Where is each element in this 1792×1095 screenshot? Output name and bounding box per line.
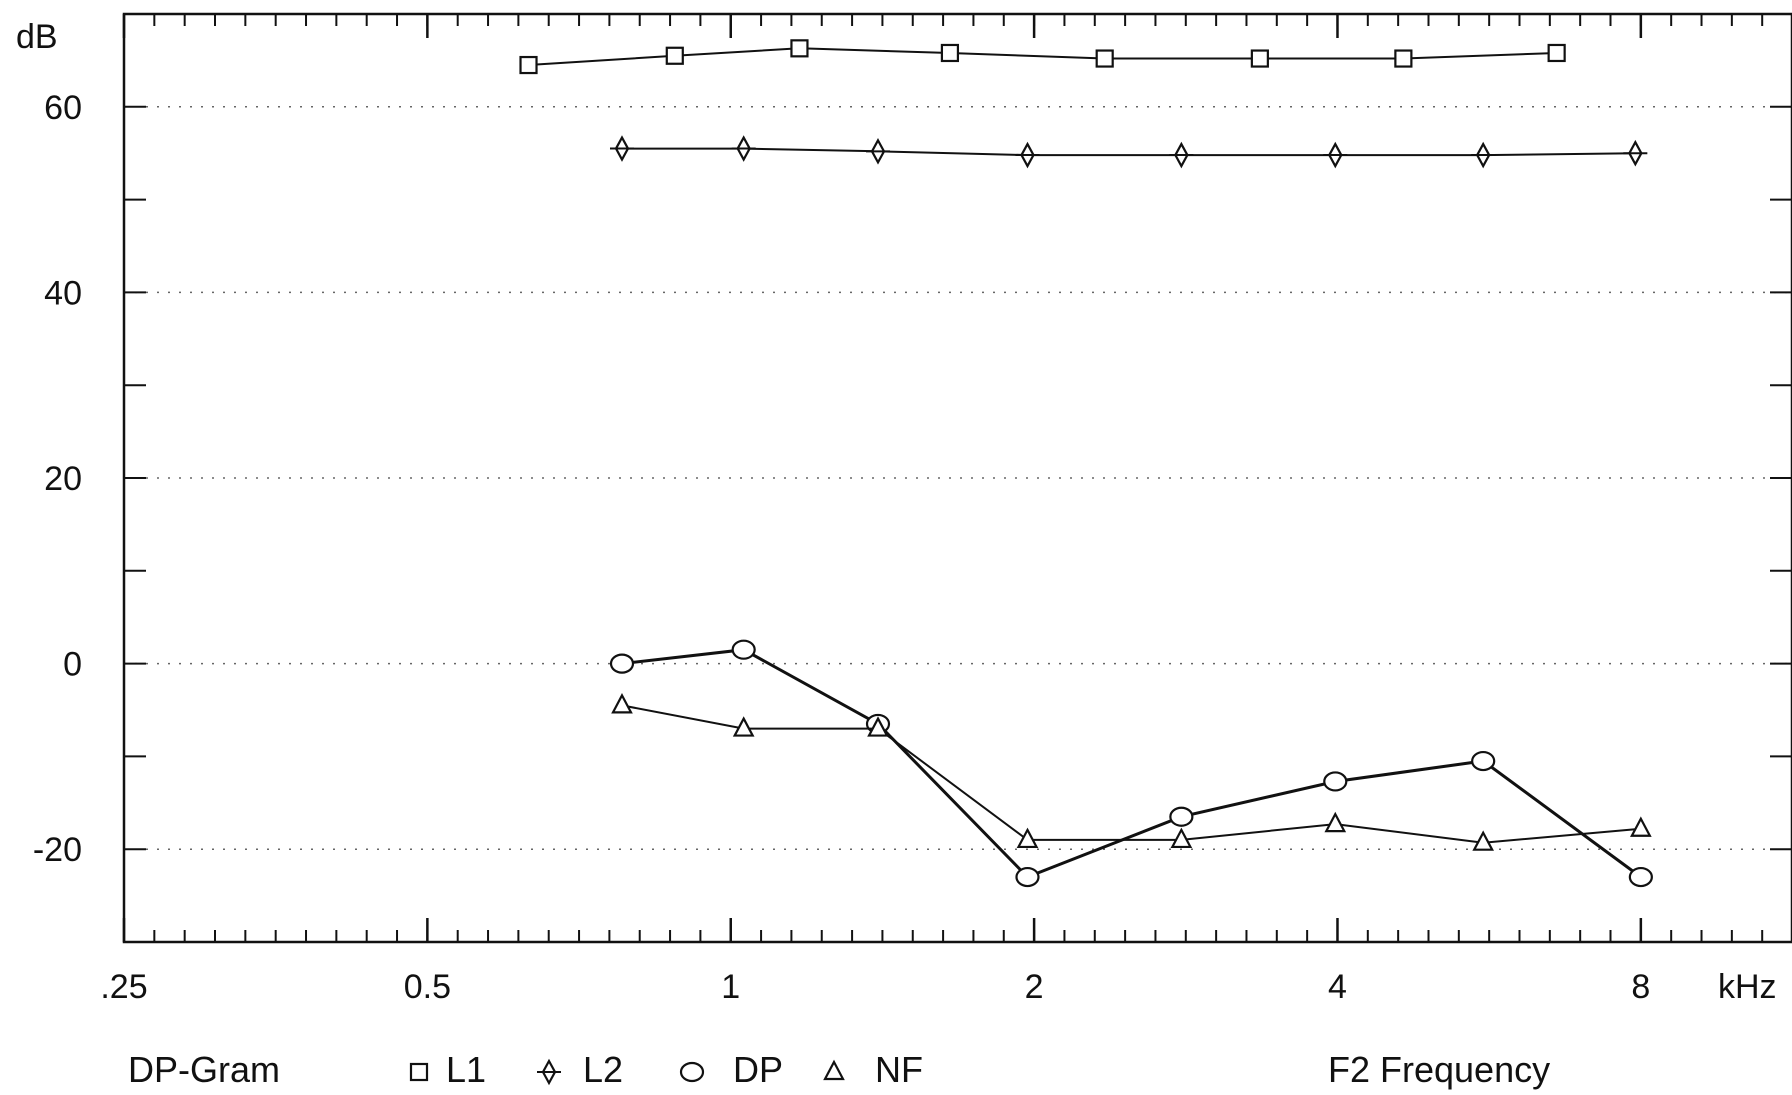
data-point-l1 (1394, 49, 1413, 68)
series-line-dp (621, 648, 1642, 879)
data-point-l2 (1323, 141, 1348, 169)
x-axis-caption: F2 Frequency (1328, 1049, 1550, 1090)
data-point-l2 (609, 135, 634, 162)
y-tick-label: -20 (33, 831, 82, 869)
data-point-nf (1630, 816, 1652, 837)
y-tick-label: 20 (44, 460, 82, 498)
data-point-l1 (1250, 49, 1269, 68)
legend-item-dp: DP (679, 1049, 783, 1090)
data-point-nf (1324, 811, 1347, 833)
data-point-l1 (1095, 49, 1114, 68)
series-line-l1 (528, 47, 1557, 66)
tick-layer (122, 14, 1792, 942)
data-point-l2 (731, 135, 756, 162)
series-line-nf (621, 704, 1641, 844)
data-point-nf (611, 693, 633, 714)
data-point-l1 (1547, 43, 1566, 63)
series-l1 (519, 39, 1566, 75)
data-point-nf (1170, 827, 1193, 849)
legend-item-l2: L2 (537, 1049, 623, 1090)
legend-marker-l1 (409, 1062, 429, 1082)
data-point-dp (1169, 806, 1194, 827)
data-point-l2 (866, 138, 891, 165)
series-line-l2 (622, 147, 1636, 157)
grid-layer (124, 106, 1792, 850)
x-tick-label: 4 (1328, 968, 1347, 1006)
data-point-l2 (1015, 141, 1040, 169)
y-tick-label: 60 (44, 89, 82, 127)
series-nf (611, 693, 1652, 851)
legend-items: L1 L2 DP NF (409, 1049, 923, 1090)
legend-item-l1: L1 (409, 1049, 486, 1090)
data-point-dp (1323, 771, 1348, 792)
y-axis-label: dB (16, 18, 58, 56)
x-tick-label: 2 (1025, 968, 1044, 1006)
data-point-dp (731, 639, 756, 660)
data-point-dp (1628, 866, 1653, 888)
legend-label-dp: DP (733, 1049, 783, 1090)
data-point-l1 (790, 39, 809, 58)
data-point-dp (609, 653, 635, 674)
data-point-nf (1472, 830, 1494, 851)
data-point-l2 (1169, 141, 1194, 169)
data-point-l1 (940, 43, 960, 63)
data-point-l2 (1623, 139, 1648, 167)
y-tick-label: 40 (44, 274, 82, 312)
legend-item-nf: NF (823, 1049, 923, 1090)
legend-title: DP-Gram (128, 1049, 280, 1090)
x-tick-label: 0.5 (404, 968, 451, 1006)
legend-label-l2: L2 (583, 1049, 623, 1090)
legend-label-l1: L1 (446, 1049, 486, 1090)
data-point-nf (1016, 827, 1039, 849)
label-layer: -20 0 20 40 60 .25 0.5 1 2 4 8 (33, 89, 1650, 1006)
y-tick-label: 0 (63, 646, 82, 684)
x-tick-label: 1 (721, 968, 740, 1006)
legend-marker-dp (679, 1061, 705, 1083)
data-point-nf (867, 716, 889, 737)
series-dp (609, 639, 1653, 888)
series-layer (519, 39, 1653, 888)
data-point-l1 (519, 55, 538, 75)
legend: DP-Gram F2 Frequency L1 L2 DP NF (128, 1049, 1550, 1090)
x-tick-label: .25 (100, 968, 147, 1006)
data-point-l2 (1471, 141, 1496, 169)
series-l2 (609, 135, 1648, 169)
legend-marker-nf (823, 1059, 845, 1081)
legend-label-nf: NF (875, 1049, 923, 1090)
data-point-l1 (665, 46, 684, 65)
x-axis-label: kHz (1718, 968, 1777, 1006)
x-tick-label: 8 (1631, 968, 1650, 1006)
data-point-nf (732, 716, 755, 737)
legend-marker-l2 (537, 1058, 561, 1086)
data-point-dp (1015, 866, 1040, 888)
data-point-dp (1471, 750, 1496, 772)
